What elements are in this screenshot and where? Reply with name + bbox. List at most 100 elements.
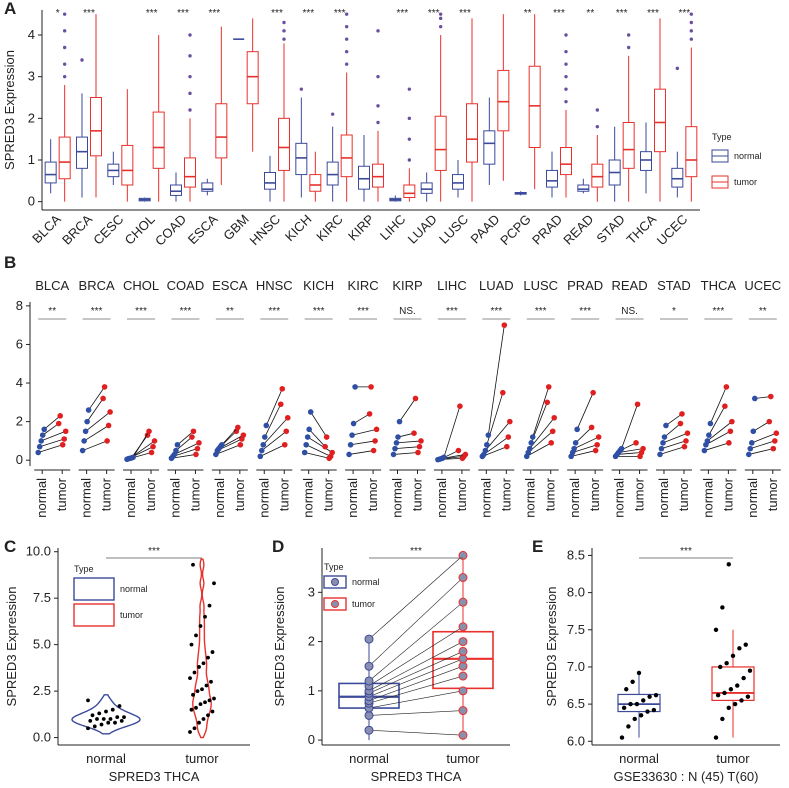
- point: [728, 687, 734, 692]
- point: [99, 722, 104, 727]
- point: [95, 717, 99, 721]
- pair-line: [575, 427, 592, 444]
- outlier: [62, 62, 67, 66]
- point: [79, 447, 86, 454]
- category-label: LIHC: [437, 278, 467, 293]
- point: [35, 449, 42, 456]
- pair-line: [571, 450, 596, 457]
- pair-line: [86, 398, 104, 422]
- point: [771, 438, 778, 444]
- point: [261, 434, 268, 440]
- x-axis-label: SPRED3 THCA: [109, 769, 200, 784]
- legend-key-point: [331, 600, 339, 608]
- violin: [192, 558, 212, 739]
- significance: ***: [446, 306, 458, 317]
- point: [747, 668, 753, 673]
- pair-line: [707, 421, 733, 442]
- legend-title: Type: [74, 564, 94, 574]
- point: [684, 430, 691, 437]
- point: [279, 386, 286, 392]
- x-tick-label: tumor: [185, 751, 219, 766]
- x-tick-label: READ: [560, 212, 596, 248]
- outlier: [564, 49, 568, 54]
- point: [189, 707, 194, 712]
- point: [628, 701, 633, 707]
- significance: **: [524, 8, 532, 19]
- outlier: [344, 24, 349, 29]
- category-label: PRAD: [567, 278, 603, 293]
- outlier: [80, 58, 84, 62]
- box: [201, 182, 214, 192]
- point: [257, 453, 264, 460]
- legend-key: [73, 577, 115, 601]
- outlier: [282, 29, 286, 33]
- pair-line: [576, 392, 594, 430]
- point: [683, 438, 689, 444]
- group-label: tumor: [587, 477, 602, 511]
- point: [458, 573, 468, 583]
- significance: ***: [180, 306, 192, 317]
- y-tick-label: 1: [28, 152, 35, 167]
- panel-label: E: [532, 537, 543, 556]
- outlier: [626, 33, 631, 37]
- point: [174, 441, 181, 448]
- pair-line: [368, 710, 464, 716]
- pair-line: [350, 440, 376, 446]
- pair-line: [85, 411, 111, 432]
- point: [364, 725, 374, 735]
- box: [340, 134, 353, 178]
- significance: ***: [680, 546, 692, 557]
- point: [323, 434, 330, 440]
- point: [653, 692, 659, 698]
- group-label: normal: [345, 478, 360, 518]
- point: [748, 440, 755, 446]
- y-tick-label: 4: [28, 27, 35, 42]
- point: [590, 389, 596, 396]
- outlier: [595, 124, 600, 129]
- box: [560, 147, 572, 176]
- significance: ***: [313, 306, 325, 317]
- pair-line: [368, 577, 464, 667]
- point: [504, 443, 510, 450]
- x-tick-label: tumor: [446, 751, 480, 766]
- point: [203, 700, 207, 705]
- y-tick-label: 2: [28, 110, 35, 125]
- point: [191, 562, 195, 567]
- point: [701, 447, 708, 454]
- category-label: BLCA: [35, 278, 69, 293]
- pair-line: [396, 440, 422, 444]
- point: [718, 664, 723, 670]
- pair-line: [368, 641, 464, 692]
- outlier: [62, 45, 67, 50]
- point: [572, 440, 579, 446]
- point: [117, 704, 122, 708]
- point: [411, 430, 417, 437]
- point: [61, 436, 68, 442]
- significance: **: [226, 306, 234, 317]
- point: [551, 414, 558, 421]
- point: [458, 654, 468, 664]
- point: [713, 627, 719, 632]
- pair-line: [368, 729, 464, 736]
- category-label: READ: [611, 278, 647, 293]
- category-label: KICH: [303, 278, 334, 293]
- x-tick-label: tumor: [716, 751, 750, 766]
- point: [198, 702, 203, 707]
- point: [545, 384, 552, 390]
- pair-line: [171, 454, 197, 459]
- group-label: tumor: [143, 477, 158, 511]
- outlier: [407, 116, 412, 121]
- outlier: [376, 104, 380, 108]
- outlier: [595, 108, 600, 112]
- point: [418, 438, 424, 444]
- point: [726, 562, 731, 567]
- box: [546, 169, 558, 188]
- point: [396, 418, 403, 425]
- point: [108, 717, 113, 721]
- point: [507, 418, 513, 425]
- point: [722, 690, 727, 696]
- box: [497, 69, 510, 132]
- pair-line: [708, 405, 726, 436]
- point: [105, 422, 112, 429]
- category-label: KIRP: [392, 278, 422, 293]
